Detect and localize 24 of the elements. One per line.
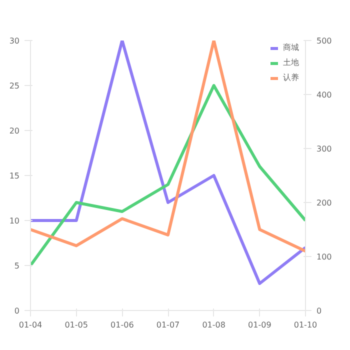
y-tick-label: 5 <box>14 262 20 270</box>
y2-tick-label: 500 <box>316 36 332 46</box>
x-tick-label: 01-04 <box>18 320 42 330</box>
x-tick-label: 01-07 <box>156 320 180 330</box>
x-tick-label: 01-06 <box>110 320 134 330</box>
x-tick-label: 01-05 <box>64 320 88 330</box>
legend-label: 土地 <box>283 57 300 68</box>
y-tick-label: 0 <box>14 306 20 316</box>
line-series <box>30 84 306 267</box>
legend-label: 商城 <box>283 42 300 53</box>
y2-tick-label: 300 <box>316 144 332 154</box>
y-tick-label: 15 <box>9 172 20 180</box>
y2-tick-label: 0 <box>316 306 322 316</box>
x-tick-label: 01-10 <box>294 320 318 330</box>
x-tick-label: 01-08 <box>202 320 226 330</box>
y2-tick-label: 100 <box>316 252 332 262</box>
y2-tick-label: 400 <box>316 90 332 100</box>
legend-label: 认养 <box>283 72 300 83</box>
y-tick-label: 10 <box>9 216 20 226</box>
y-tick-label: 30 <box>9 36 20 46</box>
x-tick-label: 01-09 <box>248 320 272 330</box>
y-tick-label: 20 <box>9 126 20 136</box>
y-tick-label: 25 <box>9 82 20 90</box>
y2-tick-label: 200 <box>316 198 332 208</box>
